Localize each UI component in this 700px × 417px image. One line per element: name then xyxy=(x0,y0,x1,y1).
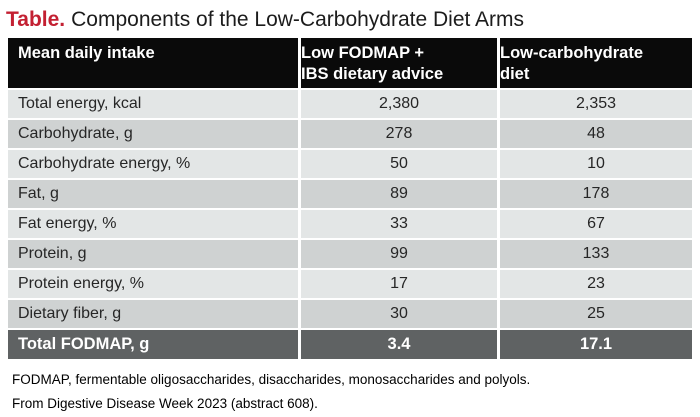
footnote-source: From Digestive Disease Week 2023 (abstra… xyxy=(12,396,318,411)
row-label-protein-g: Protein, g xyxy=(8,240,298,268)
cell-carbohydrate-g-low-fodmap: 278 xyxy=(301,120,497,148)
cell-protein-energy-low-fodmap: 17 xyxy=(301,270,497,298)
title-label: Table. xyxy=(6,8,66,31)
row-label-carbohydrate-g: Carbohydrate, g xyxy=(8,120,298,148)
row-label-fat-g: Fat, g xyxy=(8,180,298,208)
row-label-fat-energy: Fat energy, % xyxy=(8,210,298,238)
cell-carbohydrate-g-low-carb: 48 xyxy=(500,120,692,148)
cell-dietary-fiber-low-carb: 25 xyxy=(500,300,692,328)
footnotes: FODMAP, fermentable oligosaccharides, di… xyxy=(12,368,700,416)
title-text: Components of the Low-Carbohydrate Diet … xyxy=(71,8,525,31)
column-header-low-fodmap-line1: Low FODMAP + xyxy=(301,44,424,62)
cell-total-energy-low-carb: 2,353 xyxy=(500,90,692,118)
column-header-mean-daily-intake: Mean daily intake xyxy=(8,38,298,88)
diet-components-table: Mean daily intake Low FODMAP + IBS dieta… xyxy=(8,38,692,359)
cell-fat-g-low-carb: 178 xyxy=(500,180,692,208)
cell-dietary-fiber-low-fodmap: 30 xyxy=(301,300,497,328)
row-label-carbohydrate-energy: Carbohydrate energy, % xyxy=(8,150,298,178)
cell-fat-energy-low-fodmap: 33 xyxy=(301,210,497,238)
page-title: Table. Components of the Low-Carbohydrate… xyxy=(0,0,700,31)
cell-carbohydrate-energy-low-fodmap: 50 xyxy=(301,150,497,178)
column-header-low-carbohydrate-line1: Low-carbohydrate xyxy=(500,44,644,62)
cell-protein-energy-low-carb: 23 xyxy=(500,270,692,298)
row-label-protein-energy: Protein energy, % xyxy=(8,270,298,298)
row-label-total-energy: Total energy, kcal xyxy=(8,90,298,118)
cell-fat-g-low-fodmap: 89 xyxy=(301,180,497,208)
column-header-low-carbohydrate-line2: diet xyxy=(500,65,530,83)
column-header-low-fodmap: Low FODMAP + IBS dietary advice xyxy=(301,38,497,88)
cell-protein-g-low-fodmap: 99 xyxy=(301,240,497,268)
column-header-low-carbohydrate: Low-carbohydrate diet xyxy=(500,38,692,88)
cell-total-fodmap-low-carb: 17.1 xyxy=(500,330,692,359)
row-label-total-fodmap: Total FODMAP, g xyxy=(8,330,298,359)
column-header-low-fodmap-line2: IBS dietary advice xyxy=(301,65,444,83)
cell-fat-energy-low-carb: 67 xyxy=(500,210,692,238)
cell-carbohydrate-energy-low-carb: 10 xyxy=(500,150,692,178)
row-label-dietary-fiber: Dietary fiber, g xyxy=(8,300,298,328)
cell-total-energy-low-fodmap: 2,380 xyxy=(301,90,497,118)
cell-protein-g-low-carb: 133 xyxy=(500,240,692,268)
footnote-fodmap-definition: FODMAP, fermentable oligosaccharides, di… xyxy=(12,372,531,387)
cell-total-fodmap-low-fodmap: 3.4 xyxy=(301,330,497,359)
